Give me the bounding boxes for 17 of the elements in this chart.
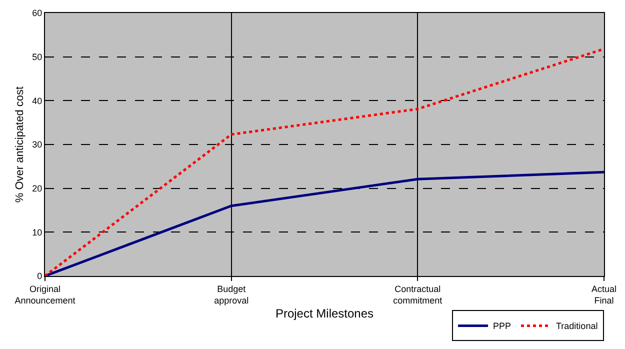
y-tick-label: 20 [32,183,42,194]
x-tick-label: Original Announcement [14,284,76,306]
y-tick-label: 50 [32,52,42,62]
legend-label: PPP [493,321,512,332]
x-axis-title: Project Milestones [275,306,374,320]
y-tick-label: 10 [32,227,42,238]
y-tick-label: 60 [32,8,42,18]
line-series [45,170,604,276]
line-series [45,48,604,276]
y-axis-title: % Over anticipated cost [14,86,26,203]
x-tick-label: Actual Final [591,284,617,306]
y-tick-label: 40 [32,96,42,106]
y-tick-label: 30 [32,140,42,150]
x-tick-label: Contractual commitment [393,284,443,306]
y-tick-label: 0 [37,271,42,282]
x-tick-label: Budget approval [214,284,249,306]
legend-label: Traditional [556,321,598,332]
